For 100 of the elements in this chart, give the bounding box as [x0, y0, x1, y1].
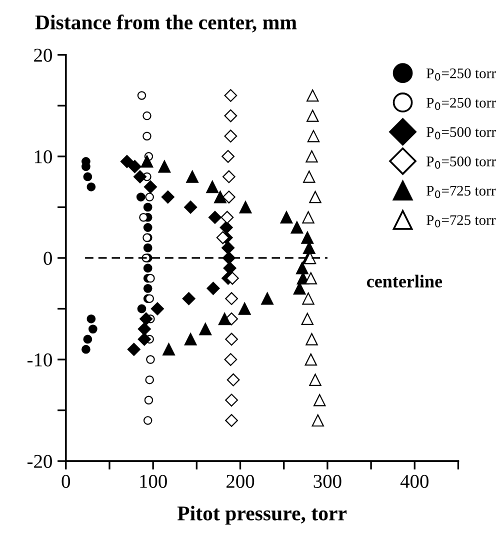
- point: [306, 110, 319, 122]
- point: [239, 201, 252, 214]
- point: [139, 212, 148, 222]
- point: [206, 180, 219, 194]
- point: [290, 221, 304, 234]
- point: [143, 264, 152, 273]
- point: [142, 132, 152, 140]
- point: [162, 343, 175, 356]
- point: [138, 322, 151, 336]
- legend-label: P$_{0}$=500 torr: [426, 127, 496, 140]
- point: [137, 304, 146, 314]
- x-tick-label: 200: [226, 474, 254, 488]
- point: [296, 262, 308, 274]
- point: [138, 332, 151, 346]
- legend-label: P$_{0}$=250 torr: [426, 68, 496, 81]
- y-tick-label: 0: [44, 252, 52, 265]
- point: [158, 160, 171, 173]
- point: [306, 89, 319, 102]
- point: [86, 314, 96, 324]
- point: [303, 170, 316, 183]
- point: [218, 312, 231, 326]
- point: [206, 282, 220, 295]
- point: [224, 89, 238, 102]
- point: [222, 150, 235, 163]
- point: [128, 160, 142, 174]
- point: [224, 353, 238, 366]
- point: [140, 155, 154, 168]
- point: [313, 394, 326, 406]
- point: [226, 272, 239, 285]
- point: [136, 192, 146, 202]
- point: [88, 324, 98, 334]
- point: [145, 375, 154, 384]
- point: [142, 111, 152, 120]
- point: [222, 241, 235, 254]
- annotation: centerline: [366, 274, 442, 288]
- point: [216, 231, 230, 244]
- point: [184, 200, 198, 214]
- legend-label: P$_{0}$=250 torr: [426, 98, 496, 110]
- point: [143, 202, 152, 212]
- x-axis-title: Pitot pressure, torr: [177, 506, 347, 525]
- point: [143, 223, 152, 232]
- point: [143, 416, 152, 425]
- y-axis-title: Distance from the center, mm: [35, 14, 297, 32]
- point: [83, 334, 92, 344]
- point: [226, 373, 240, 386]
- point: [133, 170, 147, 184]
- point: [120, 154, 134, 168]
- point: [83, 172, 92, 182]
- y-tick-label: 20: [34, 48, 52, 62]
- point: [82, 344, 90, 354]
- point: [225, 292, 238, 306]
- point: [214, 190, 226, 204]
- point: [144, 180, 157, 194]
- point: [146, 274, 155, 283]
- x-tick-label: 300: [314, 474, 342, 488]
- y-tick-label: 10: [34, 150, 52, 164]
- point: [144, 396, 154, 405]
- point: [220, 210, 234, 224]
- point: [222, 170, 236, 184]
- point: [225, 394, 238, 407]
- point: [225, 332, 238, 346]
- point: [280, 211, 293, 224]
- point: [304, 272, 317, 284]
- point: [224, 109, 238, 122]
- point: [307, 130, 320, 142]
- point: [143, 284, 152, 293]
- point: [184, 333, 197, 346]
- point: [161, 190, 174, 204]
- point: [223, 262, 236, 275]
- point: [225, 414, 238, 427]
- legend-label: P$_{0}$=500 torr: [426, 156, 496, 169]
- point: [150, 302, 164, 316]
- point: [312, 414, 324, 427]
- x-tick-label: 0: [62, 474, 70, 488]
- point: [306, 150, 318, 163]
- point: [238, 302, 251, 315]
- point: [127, 342, 140, 356]
- point: [309, 374, 322, 386]
- point: [182, 292, 196, 306]
- point: [146, 355, 155, 364]
- y-tick-label: -10: [28, 353, 52, 366]
- point: [302, 292, 314, 305]
- x-tick-label: 400: [400, 474, 428, 488]
- point: [306, 333, 318, 346]
- point: [145, 192, 154, 202]
- point: [304, 353, 317, 366]
- point: [302, 211, 314, 224]
- point: [301, 231, 314, 244]
- legend-label: P$_{0}$=725 torr: [426, 215, 496, 228]
- point: [208, 210, 222, 224]
- point: [222, 190, 236, 204]
- point: [186, 170, 198, 183]
- point: [309, 190, 322, 204]
- point: [199, 322, 212, 336]
- point: [301, 312, 314, 326]
- point: [137, 91, 146, 100]
- y-tick-label: -20: [28, 454, 52, 468]
- point: [86, 182, 96, 192]
- x-tick-label: 100: [140, 474, 167, 488]
- point: [140, 312, 153, 326]
